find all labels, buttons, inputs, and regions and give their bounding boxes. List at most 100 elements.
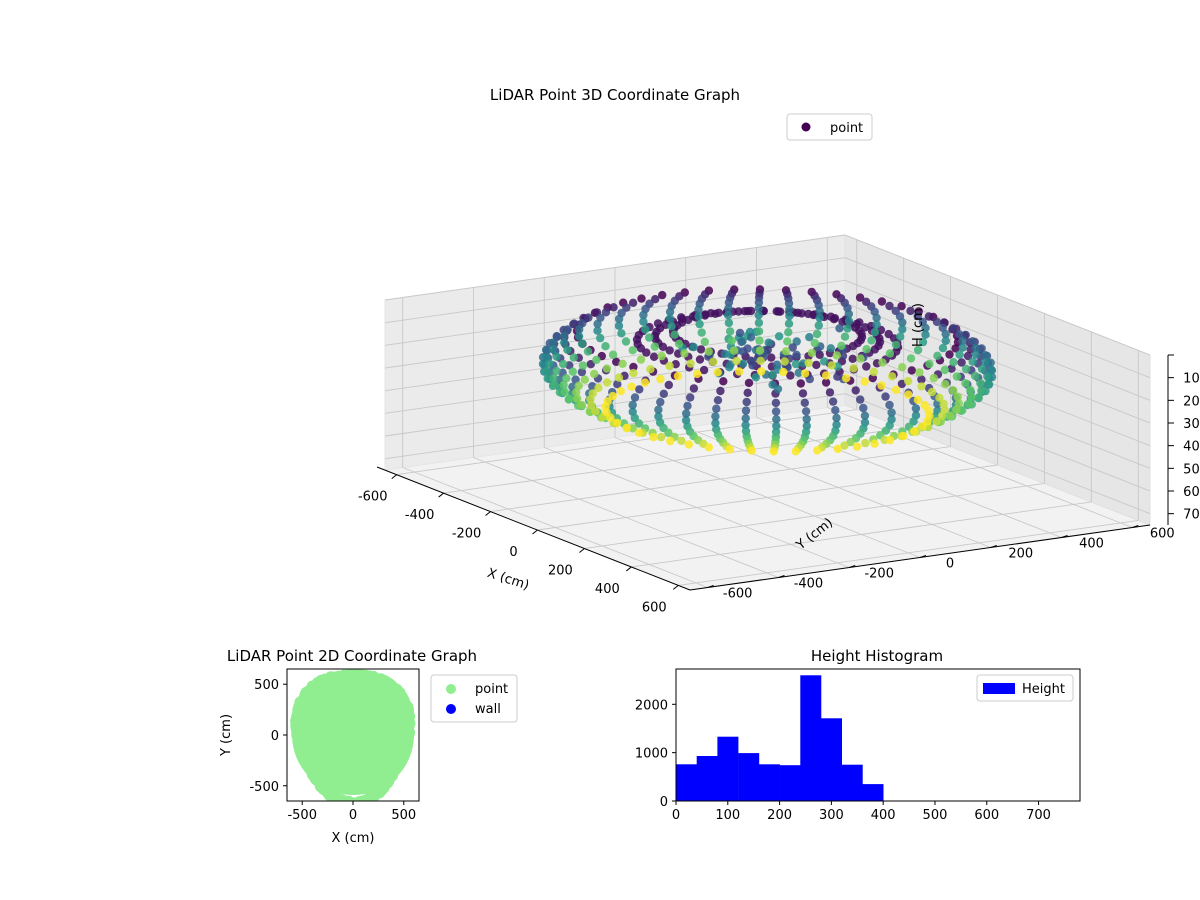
chart3d-grid-z — [384, 279, 846, 346]
chart3d-point — [899, 431, 908, 441]
chart2d-ytick-label: 0 — [271, 729, 279, 744]
chart3d-point — [550, 380, 559, 390]
chart3d-point — [788, 343, 797, 352]
chart3d-ytick — [1132, 525, 1139, 528]
chart3d-point — [947, 364, 956, 373]
chart3d-point — [562, 374, 571, 383]
chart3d-point — [754, 318, 764, 327]
chart3d-point — [885, 435, 895, 445]
chart3d-xtick — [485, 511, 491, 516]
chart3d-point — [832, 351, 841, 360]
chart3d-xtick-label: 200 — [548, 563, 573, 578]
chart3d-point — [861, 438, 870, 448]
chart3d-point — [616, 387, 625, 396]
chart2d-title: LiDAR Point 2D Coordinate Graph — [227, 647, 477, 665]
chart3d-point — [961, 379, 970, 388]
chart3d-point — [665, 314, 675, 323]
chart3d-point — [577, 339, 587, 348]
chart3d-point — [764, 338, 773, 347]
chart3d-xtick-label: 0 — [509, 545, 517, 560]
chart3d-point — [755, 346, 765, 355]
chart3d-point — [708, 357, 718, 366]
chart3d-point — [677, 313, 686, 322]
chart3d-point — [963, 351, 973, 361]
chart3d-point — [877, 381, 886, 390]
chart3d-point — [665, 346, 674, 355]
chart3d-point — [949, 386, 958, 395]
chart3d-ytick — [707, 585, 714, 588]
chart3d-point — [649, 433, 658, 442]
chart3d-point — [870, 439, 879, 448]
chart3d-point — [813, 446, 822, 455]
chart3d-point — [725, 445, 735, 454]
chart2d-legend-label-point: point — [475, 682, 508, 697]
chart3d-point — [966, 385, 975, 395]
hist-xtick-label: 0 — [672, 808, 680, 823]
chart3d-point — [951, 344, 960, 353]
chart3d-point — [791, 447, 800, 456]
chart3d-point — [706, 309, 716, 318]
chart3d-point — [800, 398, 809, 407]
chart3d-xtick-label: -400 — [405, 508, 435, 523]
chart3d-point — [932, 317, 942, 327]
chart3d-point — [885, 301, 894, 311]
hist-frame — [675, 668, 1081, 802]
hist-bar — [862, 784, 884, 801]
chart3d-point — [805, 374, 814, 384]
chart3d-point — [898, 363, 907, 372]
chart3d-grid-z — [844, 302, 1151, 424]
chart3d-point — [548, 345, 558, 354]
chart3d-point — [639, 317, 648, 326]
chart3d-grid-z — [844, 279, 1151, 401]
chart3d-point — [955, 330, 964, 339]
chart3d-point — [664, 380, 673, 390]
chart3d-point — [924, 312, 934, 321]
chart3d-point — [570, 319, 579, 328]
chart3d-point — [738, 359, 748, 368]
chart3d-point — [684, 440, 693, 449]
chart3d-ztick-label: 700 — [1183, 508, 1200, 523]
hist-xtick-label: 400 — [871, 808, 896, 823]
chart3d-point — [697, 328, 706, 337]
chart3d-point — [552, 366, 561, 375]
chart2d-legend: point wall — [430, 674, 518, 723]
chart3d-ytick — [849, 565, 856, 568]
chart3d-point — [612, 357, 621, 366]
chart3d-point — [621, 337, 631, 346]
chart3d-point — [658, 290, 667, 300]
chart3d-point — [801, 407, 811, 416]
chart3d-point — [602, 364, 612, 373]
chart3d-point — [746, 333, 756, 342]
chart3d-point — [917, 375, 926, 384]
chart3d-point — [856, 395, 865, 404]
chart3d-point — [686, 393, 695, 402]
chart3d-point — [646, 365, 655, 374]
chart3d-point — [968, 357, 977, 366]
chart3d-point — [578, 319, 587, 328]
chart3d-point — [964, 399, 973, 408]
chart3d-point — [574, 332, 584, 341]
chart3d-point — [844, 309, 853, 319]
chart3d-point — [920, 401, 929, 410]
hist-legend-label: Height — [1022, 682, 1065, 697]
chart3d-point — [682, 409, 691, 418]
chart3d-point — [695, 319, 704, 329]
chart3d-point — [849, 364, 858, 373]
chart3d-point — [771, 398, 781, 408]
chart3d-ytick-label: 600 — [1150, 527, 1175, 542]
chart3d-point — [974, 393, 983, 402]
hist-bar — [758, 764, 780, 801]
chart3d-point — [756, 356, 765, 365]
chart3d-xtick — [438, 492, 444, 498]
chart3d-ytick-label: 400 — [1079, 537, 1104, 552]
hist-xtick-label: 100 — [715, 808, 740, 823]
chart3d-point — [848, 354, 857, 363]
chart3d-point — [976, 379, 985, 388]
chart3d-point — [656, 374, 665, 384]
chart3d-xtick-label: 400 — [595, 582, 620, 597]
chart3d-point — [925, 359, 934, 369]
chart3d-point — [565, 394, 574, 403]
hist-xtick-label: 600 — [974, 808, 999, 823]
chart3d-point — [767, 353, 776, 362]
chart3d-point — [837, 341, 846, 350]
